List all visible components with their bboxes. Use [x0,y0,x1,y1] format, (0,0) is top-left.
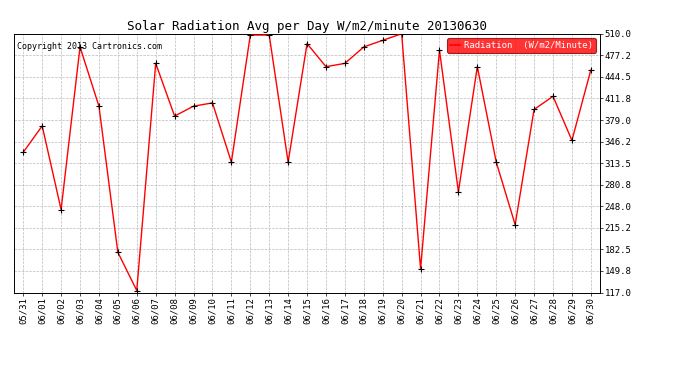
Title: Solar Radiation Avg per Day W/m2/minute 20130630: Solar Radiation Avg per Day W/m2/minute … [127,20,487,33]
Legend: Radiation  (W/m2/Minute): Radiation (W/m2/Minute) [447,38,595,53]
Text: Copyright 2013 Cartronics.com: Copyright 2013 Cartronics.com [17,42,161,51]
